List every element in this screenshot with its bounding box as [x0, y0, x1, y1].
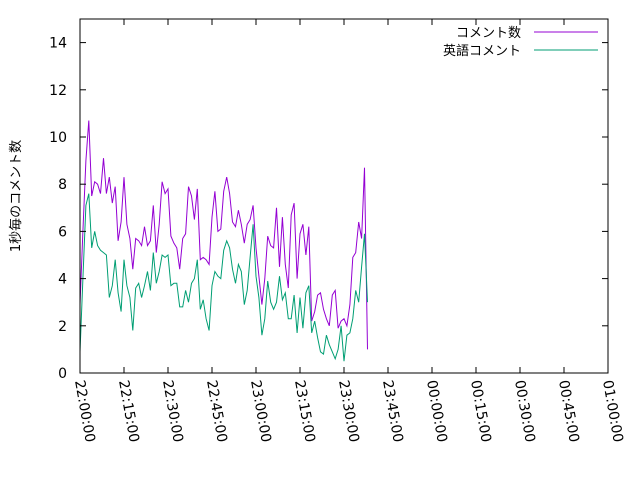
y-tick-label: 2 [58, 319, 67, 335]
legend-label-1: コメント数 [456, 26, 521, 41]
y-tick-label: 12 [49, 83, 67, 99]
series-layer [79, 120, 368, 362]
y-tick-label: 10 [49, 130, 67, 146]
y-tick-label: 4 [58, 272, 67, 288]
y-tick-label: 0 [58, 366, 67, 382]
series-line-1 [79, 120, 368, 350]
y-tick-label: 8 [58, 177, 67, 193]
y-tick-label: 14 [49, 36, 67, 52]
legend-label-2: 英語コメント [443, 43, 521, 59]
y-tick-label: 6 [58, 224, 67, 240]
series-line-2 [79, 193, 368, 362]
y-axis-title: 1秒毎のコメント数 [8, 140, 24, 252]
